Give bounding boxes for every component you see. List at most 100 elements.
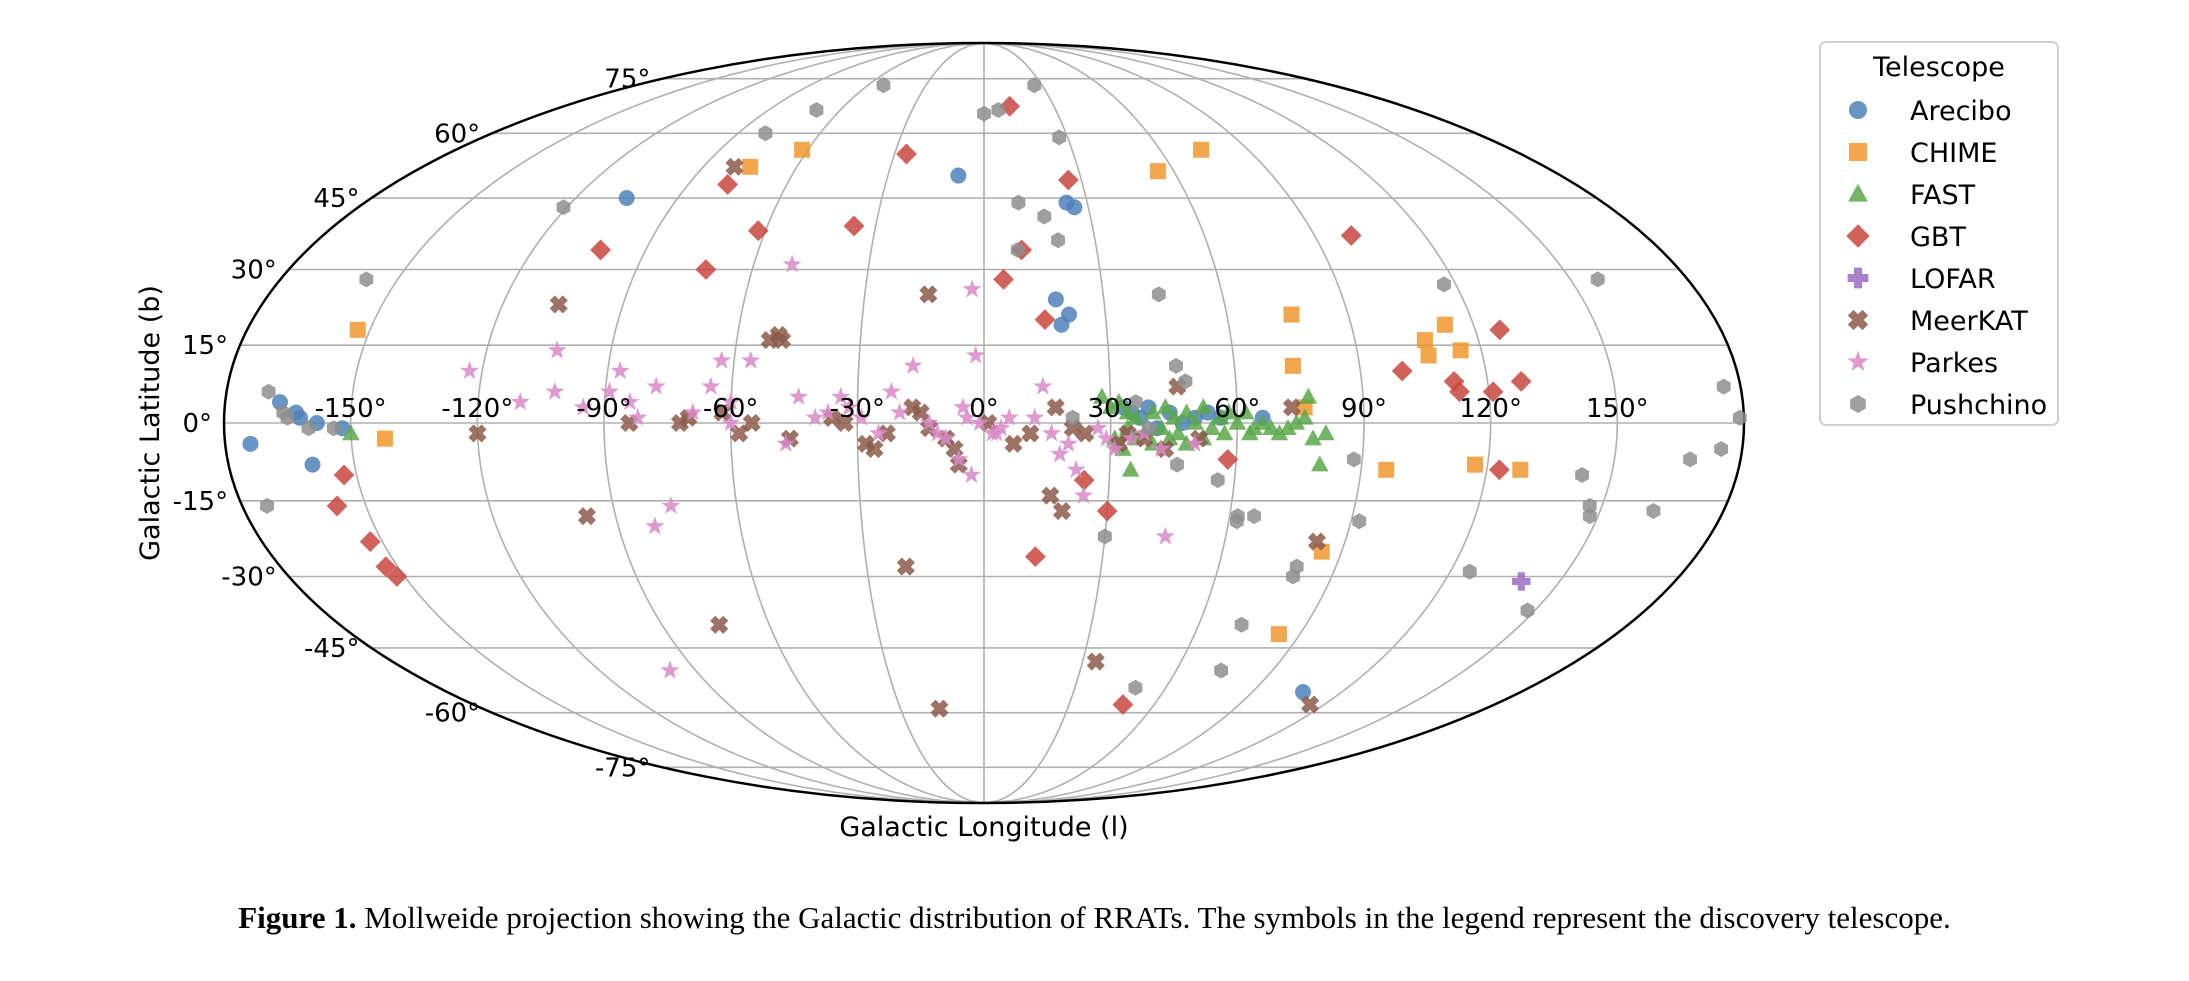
x-tick-label: -150° bbox=[315, 394, 387, 424]
legend-item-gbt: GBT bbox=[1846, 222, 1966, 253]
data-point-chime bbox=[376, 430, 393, 447]
data-point-parkes bbox=[928, 423, 948, 442]
data-point-pushchino bbox=[1141, 420, 1156, 437]
y-tick-label: -15° bbox=[173, 487, 228, 517]
data-point-gbt bbox=[695, 259, 717, 280]
data-point-parkes bbox=[919, 413, 939, 432]
data-point-pushchino bbox=[1178, 373, 1193, 390]
data-point-pushchino bbox=[556, 199, 571, 216]
data-point-parkes bbox=[628, 407, 648, 426]
data-point-parkes bbox=[961, 464, 981, 484]
y-tick-label: -75° bbox=[595, 753, 650, 783]
data-point-parkes bbox=[683, 402, 703, 421]
legend-item-chime: CHIME bbox=[1849, 138, 1997, 169]
data-point-fast bbox=[1310, 455, 1329, 472]
data-point-pushchino bbox=[1582, 508, 1597, 525]
grid-meridian bbox=[983, 42, 1619, 804]
data-point-gbt bbox=[1024, 546, 1046, 568]
data-point-pushchino bbox=[359, 271, 374, 288]
data-point-gbt bbox=[1482, 381, 1504, 403]
data-point-parkes bbox=[1025, 407, 1045, 426]
data-point-meerkat bbox=[577, 507, 596, 526]
data-point-fast bbox=[1156, 398, 1175, 415]
data-point-pushchino bbox=[1151, 286, 1166, 303]
data-point-chime bbox=[1193, 141, 1210, 158]
data-point-arecibo bbox=[1047, 291, 1064, 308]
data-point-parkes bbox=[805, 407, 825, 426]
series-chime bbox=[349, 141, 1529, 643]
data-point-meerkat bbox=[896, 557, 915, 576]
data-point-gbt bbox=[386, 566, 408, 587]
data-point-meerkat bbox=[1307, 532, 1327, 551]
y-tick-label: -45° bbox=[304, 634, 359, 664]
data-point-parkes bbox=[776, 433, 796, 452]
data-point-parkes bbox=[949, 449, 969, 468]
data-point-arecibo bbox=[618, 190, 635, 207]
data-point-fast bbox=[1304, 429, 1322, 446]
data-point-parkes bbox=[1151, 439, 1171, 458]
data-point-parkes bbox=[660, 660, 680, 679]
data-point-pushchino bbox=[1462, 563, 1477, 580]
legend-label: Pushchino bbox=[1910, 390, 2047, 421]
data-point-parkes bbox=[1042, 423, 1062, 442]
figure-label: Figure 1. bbox=[238, 900, 357, 935]
data-point-meerkat bbox=[1021, 424, 1040, 443]
data-point-meerkat bbox=[710, 615, 729, 634]
data-point-fast bbox=[1127, 408, 1145, 425]
data-point-arecibo bbox=[242, 435, 259, 452]
data-point-arecibo bbox=[1295, 684, 1312, 701]
legend: Telescope Arecibo CHIME FAST GBT LOFAR MeerKA… bbox=[1819, 41, 2059, 426]
data-point-fast bbox=[1219, 403, 1238, 420]
x-tick-label: -30° bbox=[830, 394, 885, 424]
caption-text: Mollweide projection showing the Galacti… bbox=[356, 900, 1951, 935]
data-point-pushchino bbox=[809, 101, 824, 118]
y-axis-label: Galactic Latitude (b) bbox=[135, 285, 166, 561]
data-point-fast bbox=[1152, 419, 1171, 436]
data-point-fast bbox=[1270, 424, 1289, 441]
x-tick-labels: -150° -120° -90° -60° -30° 0° 30° 60° 90° 120° 150… bbox=[315, 394, 1649, 424]
data-point-fast bbox=[1093, 387, 1111, 404]
data-point-meerkat bbox=[1041, 486, 1060, 505]
data-point-pushchino bbox=[977, 105, 991, 122]
y-tick-label: 60° bbox=[434, 119, 480, 149]
data-point-parkes bbox=[890, 402, 910, 421]
grid-meridian bbox=[983, 42, 1492, 804]
data-point-gbt bbox=[843, 215, 865, 237]
legend-label: MeerKAT bbox=[1910, 306, 2028, 337]
series-gbt bbox=[326, 95, 1532, 715]
data-point-gbt bbox=[1034, 309, 1056, 331]
data-point-pushchino bbox=[1170, 456, 1184, 473]
data-point-meerkat bbox=[919, 285, 938, 304]
x-tick-label: -90° bbox=[576, 394, 631, 424]
x-tick-label: 60° bbox=[1214, 394, 1260, 424]
data-point-fast bbox=[1236, 403, 1255, 420]
data-point-fast bbox=[1165, 408, 1183, 425]
data-point-arecibo bbox=[1053, 316, 1070, 333]
figure-caption: Figure 1. Mollweide projection showing t… bbox=[0, 900, 2189, 936]
x-tick-label: 30° bbox=[1088, 394, 1134, 424]
data-point-parkes bbox=[1058, 433, 1078, 452]
data-point-gbt bbox=[1096, 500, 1118, 522]
data-point-chime bbox=[1284, 357, 1301, 374]
series-pushchino bbox=[260, 77, 1747, 696]
legend-item-arecibo: Arecibo bbox=[1849, 96, 2012, 127]
data-point-chime bbox=[1452, 342, 1469, 359]
data-point-gbt bbox=[1489, 319, 1511, 341]
data-point-parkes bbox=[460, 361, 480, 380]
data-point-pushchino bbox=[1214, 662, 1229, 679]
data-point-gbt bbox=[590, 239, 611, 261]
data-point-pushchino bbox=[260, 497, 274, 514]
data-point-parkes bbox=[852, 407, 872, 426]
data-point-fast bbox=[1241, 424, 1259, 441]
data-point-parkes bbox=[962, 279, 982, 298]
data-point-gbt bbox=[1449, 381, 1470, 403]
data-point-fast bbox=[1110, 392, 1128, 409]
data-point-fast bbox=[1228, 413, 1247, 430]
legend-marker-gbt bbox=[1846, 224, 1870, 248]
data-point-pushchino bbox=[876, 77, 891, 94]
grid-meridian bbox=[603, 42, 985, 804]
data-point-lofar bbox=[1512, 572, 1531, 591]
data-point-fast bbox=[1253, 413, 1272, 430]
data-point-fast bbox=[1279, 419, 1297, 436]
legend-item-pushchino: Pushchino bbox=[1850, 390, 2047, 421]
